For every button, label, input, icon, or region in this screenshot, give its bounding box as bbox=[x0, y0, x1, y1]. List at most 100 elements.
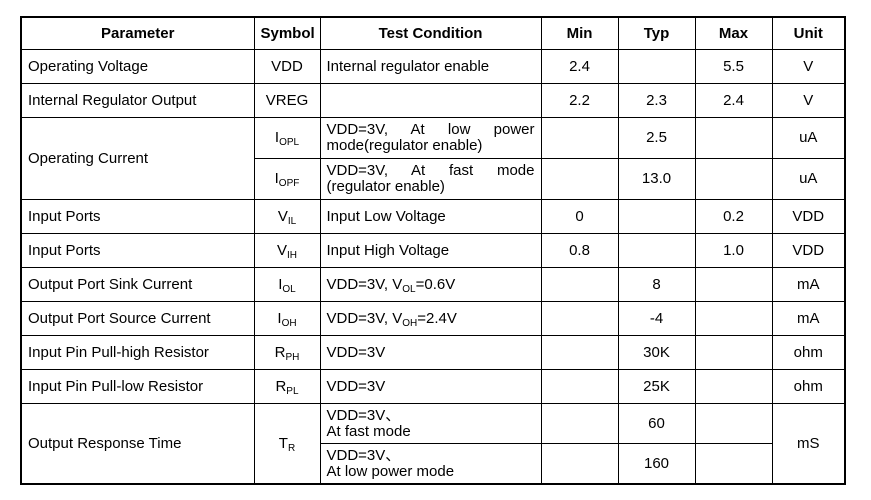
cell-unit: mA bbox=[771, 267, 846, 302]
cell-condition: VDD=3V, VOH=2.4V bbox=[319, 301, 542, 336]
header-max: Max bbox=[694, 16, 773, 50]
cell-parameter: Operating Current bbox=[20, 117, 255, 200]
symbol-main: V bbox=[277, 207, 288, 225]
cell-max bbox=[694, 267, 773, 302]
cell-typ bbox=[617, 49, 696, 84]
condition-line: VDD=3V、 bbox=[326, 406, 401, 424]
cell-condition bbox=[319, 83, 542, 118]
symbol-main: I bbox=[277, 309, 282, 327]
cell-unit: mA bbox=[771, 301, 846, 336]
cell-typ bbox=[617, 233, 696, 268]
symbol-sub: OPF bbox=[278, 178, 300, 189]
cell-parameter: Input Ports bbox=[20, 233, 255, 268]
cell-condition: VDD=3V, At fast mode (regulator enable) bbox=[319, 158, 542, 200]
table-row: Input Ports VIL Input Low Voltage 0 0.2 … bbox=[20, 199, 846, 234]
cell-typ: 160 bbox=[617, 443, 696, 485]
cell-unit: VDD bbox=[771, 233, 846, 268]
cell-unit: ohm bbox=[771, 369, 846, 404]
cell-typ: 30K bbox=[617, 335, 696, 370]
header-condition: Test Condition bbox=[319, 16, 542, 50]
cell-min bbox=[540, 443, 619, 485]
symbol-main: I bbox=[274, 129, 280, 146]
table-row: Input Pin Pull-low Resistor RPL VDD=3V 2… bbox=[20, 369, 846, 404]
cell-typ: 13.0 bbox=[617, 158, 696, 200]
cell-unit: VDD bbox=[771, 199, 846, 234]
table-row: VDD=3V、 At low power mode 160 bbox=[21, 443, 845, 485]
symbol-sub: OH bbox=[281, 317, 297, 329]
header-row: Parameter Symbol Test Condition Min Typ … bbox=[20, 16, 846, 50]
symbol-main: R bbox=[275, 377, 287, 395]
cell-symbol: RPL bbox=[253, 369, 321, 404]
condition-text: VDD=3V, V bbox=[326, 275, 403, 293]
cell-condition: VDD=3V、 At fast mode bbox=[319, 403, 542, 444]
condition-text: VDD=3V, V bbox=[326, 309, 403, 327]
cell-typ: 2.3 bbox=[617, 83, 696, 118]
table-row: Input Pin Pull-high Resistor RPH VDD=3V … bbox=[20, 335, 846, 370]
cell-symbol: VREG bbox=[253, 83, 321, 118]
cell-parameter: Internal Regulator Output bbox=[20, 83, 255, 118]
cell-typ: 8 bbox=[617, 267, 696, 302]
cell-typ: -4 bbox=[617, 301, 696, 336]
cell-max: 0.2 bbox=[694, 199, 773, 234]
cell-parameter: Input Pin Pull-low Resistor bbox=[20, 369, 255, 404]
cell-typ: 60 bbox=[617, 403, 696, 444]
cell-typ bbox=[617, 199, 696, 234]
cell-min bbox=[540, 369, 619, 404]
cell-unit: ohm bbox=[771, 335, 846, 370]
cell-condition: VDD=3V bbox=[319, 335, 542, 370]
electrical-characteristics-table: Parameter Symbol Test Condition Min Typ … bbox=[20, 16, 846, 485]
cell-condition: Input High Voltage bbox=[319, 233, 542, 268]
cell-condition: VDD=3V, At low power mode(regulator enab… bbox=[319, 117, 542, 159]
cell-unit: V bbox=[771, 83, 846, 118]
cell-condition: Internal regulator enable bbox=[319, 49, 542, 84]
cell-symbol: IOPF bbox=[253, 158, 321, 200]
symbol-main: I bbox=[274, 170, 279, 187]
cell-min: 0 bbox=[540, 199, 619, 234]
cell-parameter: Output Response Time bbox=[20, 403, 255, 485]
condition-line: VDD=3V、 bbox=[326, 446, 401, 464]
cell-parameter: Input Ports bbox=[20, 199, 255, 234]
symbol-sub: IH bbox=[287, 249, 297, 261]
condition-sub: OL bbox=[402, 283, 416, 295]
cell-min bbox=[540, 267, 619, 302]
symbol-sub: OPL bbox=[279, 137, 300, 148]
cell-parameter: Output Port Source Current bbox=[20, 301, 255, 336]
cell-max: 1.0 bbox=[694, 233, 773, 268]
symbol-main: R bbox=[274, 343, 286, 361]
cell-max: 2.4 bbox=[694, 83, 773, 118]
cell-condition: VDD=3V, VOL=0.6V bbox=[319, 267, 542, 302]
spec-table-container: Parameter Symbol Test Condition Min Typ … bbox=[20, 16, 846, 485]
cell-parameter: Operating Voltage bbox=[20, 49, 255, 84]
cell-max bbox=[694, 301, 773, 336]
cell-symbol: VIH bbox=[253, 233, 321, 268]
cell-min bbox=[540, 158, 619, 200]
cell-symbol: IOL bbox=[253, 267, 321, 302]
cell-parameter: Input Pin Pull-high Resistor bbox=[20, 335, 255, 370]
cell-max bbox=[694, 335, 773, 370]
cell-max: 5.5 bbox=[694, 49, 773, 84]
condition-text: =2.4V bbox=[417, 309, 457, 327]
symbol-main: T bbox=[278, 434, 288, 452]
cell-unit: V bbox=[771, 49, 846, 84]
table-row: Output Response Time TR VDD=3V、 At fast m… bbox=[20, 403, 846, 485]
condition-sub: OH bbox=[402, 317, 418, 329]
symbol-sub: R bbox=[287, 442, 296, 454]
cell-symbol: VDD bbox=[253, 49, 321, 84]
cell-max bbox=[694, 369, 773, 404]
header-min: Min bbox=[540, 16, 619, 50]
cell-unit: uA bbox=[771, 117, 846, 159]
cell-condition: Input Low Voltage bbox=[319, 199, 542, 234]
cell-max bbox=[694, 443, 773, 485]
table-row: Internal Regulator Output VREG 2.2 2.3 2… bbox=[20, 83, 846, 118]
symbol-sub: OL bbox=[282, 283, 296, 295]
cell-min: 0.8 bbox=[540, 233, 619, 268]
cell-min: 2.2 bbox=[540, 83, 619, 118]
cell-typ: 25K bbox=[617, 369, 696, 404]
condition-line: At fast mode bbox=[326, 422, 411, 440]
cell-min bbox=[540, 117, 619, 159]
cell-unit: mS bbox=[771, 403, 846, 485]
table-row: Output Port Sink Current IOL VDD=3V, VOL… bbox=[20, 267, 846, 302]
cell-typ: 2.5 bbox=[617, 117, 696, 159]
cell-symbol: RPH bbox=[253, 335, 321, 370]
header-unit: Unit bbox=[771, 16, 846, 50]
